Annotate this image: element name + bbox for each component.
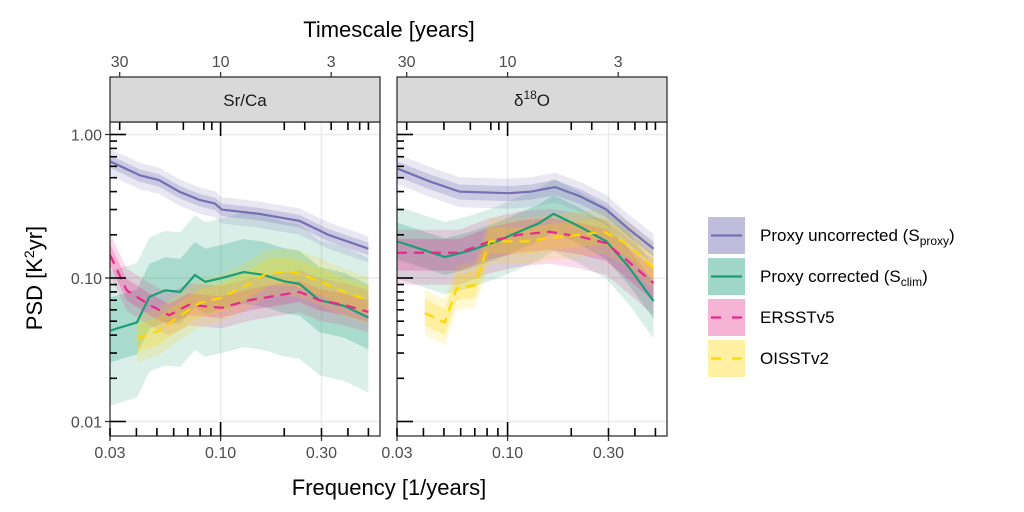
top-tick-label: 30	[111, 54, 129, 71]
panel-background	[110, 122, 380, 436]
top-axis-title: Timescale [years]	[303, 17, 475, 42]
legend-item-oisst: OISSTv2	[708, 340, 829, 377]
strip-background	[109, 76, 381, 123]
legend-item-ersst: ERSSTv5	[708, 299, 835, 336]
band-uncorr	[397, 154, 654, 265]
band-oisst	[424, 208, 654, 345]
x-tick-label: 0.30	[306, 445, 337, 462]
band-oisst	[424, 217, 654, 335]
legend-label-tail: )	[949, 226, 955, 245]
legend-label-sub: proxy	[920, 234, 949, 248]
band-ersst	[397, 208, 654, 316]
legend-label: ERSSTv5	[760, 308, 835, 327]
y-axis-title: PSD [K2yr]	[21, 226, 47, 330]
panel-2: δ18O 0.03 0.10 0.30 30 10 3	[381, 54, 668, 462]
band-corr	[110, 212, 369, 406]
y-axis-title-main: PSD [K	[22, 258, 47, 330]
legend-label-main: Proxy corrected (S	[760, 267, 901, 286]
x-tick-label: 0.10	[205, 445, 236, 462]
band-corr	[397, 178, 654, 339]
panel-1: Sr/Ca 0.03 0.10 0.30 30 10 3 0.01 0.10 1.00	[71, 54, 381, 462]
series-group	[110, 148, 369, 406]
legend-item-uncorr: Proxy uncorrected (Sproxy)	[708, 217, 955, 254]
band-uncorr	[110, 148, 369, 263]
legend-label-main: Proxy uncorrected (S	[760, 226, 920, 245]
top-tick-label: 3	[327, 54, 336, 71]
legend: Proxy uncorrected (Sproxy)Proxy correcte…	[708, 217, 955, 377]
legend-item-corr: Proxy corrected (Sclim)	[708, 258, 928, 295]
series-group	[397, 154, 655, 345]
strip-sup: 18	[523, 88, 537, 102]
band-corr	[397, 195, 654, 320]
panel-background	[397, 122, 667, 436]
y-axis-title-tail: yr]	[22, 226, 47, 250]
x-tick-label: 0.10	[492, 445, 523, 462]
legend-label-main: OISSTv2	[760, 349, 829, 368]
legend-label: Proxy corrected (Sclim)	[760, 267, 928, 289]
y-axis-title-sup: 2	[21, 250, 37, 258]
band-ersst	[110, 243, 369, 326]
top-tick-label: 30	[398, 54, 416, 71]
legend-label-sub: clim	[901, 275, 922, 289]
legend-label-main: ERSSTv5	[760, 308, 835, 327]
band-oisst	[136, 258, 369, 353]
x-tick-label: 0.03	[94, 445, 125, 462]
band-uncorr	[110, 155, 369, 256]
x-axis-title: Frequency [1/years]	[292, 475, 486, 500]
y-tick-label: 0.10	[71, 271, 102, 288]
strip-tail: O	[537, 91, 550, 110]
legend-label: Proxy uncorrected (Sproxy)	[760, 226, 955, 248]
top-tick-label: 10	[212, 54, 230, 71]
strip-background	[396, 76, 668, 123]
legend-label: OISSTv2	[760, 349, 829, 368]
line-ersst	[110, 254, 369, 317]
band-uncorr	[397, 161, 654, 257]
y-tick-label: 1.00	[71, 128, 102, 145]
line-ersst	[397, 230, 655, 285]
x-tick-label: 0.03	[381, 445, 412, 462]
strip-label: δ18O	[514, 88, 550, 110]
x-tick-label: 0.30	[593, 445, 624, 462]
line-uncorr	[397, 167, 655, 250]
strip-delta: δ	[514, 91, 523, 110]
strip-label: Sr/Ca	[223, 91, 267, 110]
line-oisst	[424, 230, 655, 324]
top-tick-label: 10	[499, 54, 517, 71]
band-ersst	[110, 232, 369, 336]
legend-label-tail: )	[922, 267, 928, 286]
line-corr	[397, 212, 655, 302]
y-tick-label: 0.01	[71, 415, 102, 432]
top-tick-label: 3	[614, 54, 623, 71]
band-corr	[110, 238, 369, 363]
